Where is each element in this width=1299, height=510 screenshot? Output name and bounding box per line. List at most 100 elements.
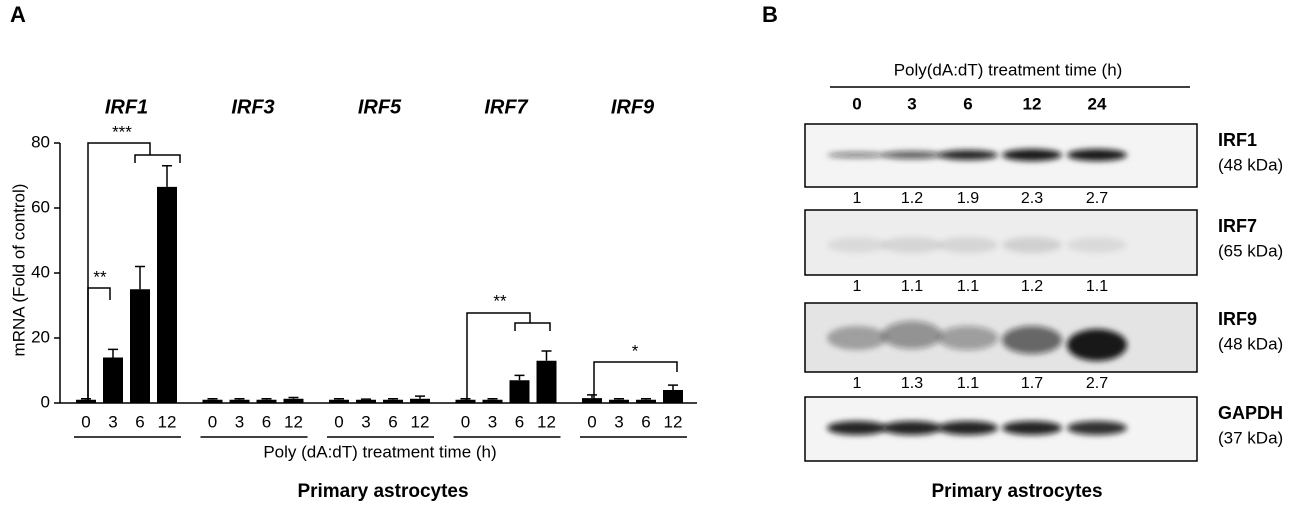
x-tick-label: 6 <box>388 412 397 431</box>
error-bar <box>361 398 371 400</box>
blot-band <box>1002 149 1062 161</box>
x-tick-label: 12 <box>158 412 177 431</box>
error-bar <box>207 398 218 400</box>
x-tick-label: 12 <box>537 412 556 431</box>
lane-label: 12 <box>1023 94 1042 113</box>
blot-band <box>1067 421 1127 435</box>
y-tick-label: 60 <box>31 197 50 216</box>
bar <box>636 399 656 403</box>
bar <box>229 399 250 403</box>
x-tick-label: 3 <box>108 412 117 431</box>
blot-band <box>938 326 998 350</box>
blot-band <box>1067 329 1127 361</box>
quantification: 2.3 <box>1021 190 1043 207</box>
quantification: 2.7 <box>1086 375 1108 392</box>
error-bar <box>108 348 118 358</box>
protein-name: GAPDH <box>1218 403 1283 423</box>
bar <box>482 399 503 403</box>
blot-band <box>827 152 887 158</box>
protein-size: (37 kDa) <box>1218 428 1283 447</box>
bar <box>536 360 557 403</box>
y-axis-label: mRNA (Fold of control) <box>9 184 28 357</box>
error-bar <box>234 398 245 400</box>
x-tick-label: 0 <box>334 412 343 431</box>
bar <box>663 390 683 403</box>
significance-label: *** <box>112 122 132 141</box>
blot-band <box>827 421 887 435</box>
error-bar <box>514 374 525 381</box>
quantification: 1.1 <box>901 278 923 295</box>
protein-size: (48 kDa) <box>1218 334 1283 353</box>
lane-label: 6 <box>963 94 972 113</box>
bar <box>157 186 177 403</box>
blot-band <box>1002 326 1062 354</box>
x-tick-label: 3 <box>235 412 244 431</box>
x-tick-label: 3 <box>361 412 370 431</box>
quantification: 1.7 <box>1021 375 1043 392</box>
x-tick-label: 6 <box>641 412 650 431</box>
x-tick-label: 0 <box>81 412 90 431</box>
y-tick-label: 80 <box>31 132 50 151</box>
error-bar <box>668 384 678 390</box>
x-tick-label: 3 <box>488 412 497 431</box>
quantification: 1.1 <box>1086 278 1108 295</box>
blot-band <box>1067 149 1127 161</box>
panel-label: A <box>10 2 26 27</box>
error-bar <box>614 398 624 400</box>
error-bar <box>487 398 498 400</box>
quantification: 1.3 <box>901 375 923 392</box>
blot-frame <box>804 123 1198 188</box>
x-tick-label: 6 <box>135 412 144 431</box>
significance-label: * <box>632 341 639 360</box>
quantification: 1.2 <box>1021 278 1043 295</box>
quantification: 1.2 <box>901 190 923 207</box>
error-bar <box>334 398 344 400</box>
blot-band <box>882 237 942 253</box>
error-bar <box>388 398 398 400</box>
blot-band <box>1067 237 1127 253</box>
bar <box>130 289 150 403</box>
protein-name: IRF1 <box>1218 130 1257 150</box>
blot-band <box>827 237 887 253</box>
blot-band <box>938 237 998 253</box>
x-tick-label: 0 <box>208 412 217 431</box>
group-label: IRF9 <box>611 96 655 118</box>
error-bar <box>162 165 172 187</box>
blot-band <box>882 321 942 349</box>
footer: Primary astrocytes <box>931 481 1102 502</box>
blot-frame <box>804 209 1198 276</box>
lane-label: 0 <box>852 94 861 113</box>
error-bar <box>261 398 272 400</box>
bar <box>76 399 96 403</box>
y-tick-label: 0 <box>41 392 50 411</box>
lane-label: 24 <box>1088 94 1107 113</box>
significance-label: ** <box>93 267 107 286</box>
blot-band <box>938 150 998 160</box>
x-tick-label: 12 <box>284 412 303 431</box>
bar <box>202 399 223 403</box>
y-tick-label: 20 <box>31 327 50 346</box>
significance-bracket <box>87 287 111 400</box>
blot-band <box>827 326 887 350</box>
footer: Primary astrocytes <box>297 481 468 502</box>
quantification: 1.9 <box>957 190 979 207</box>
significance-bracket <box>87 142 181 400</box>
x-tick-label: 3 <box>614 412 623 431</box>
protein-name: IRF9 <box>1218 309 1257 329</box>
x-axis-label: Poly (dA:dT) treatment time (h) <box>263 442 496 461</box>
error-bar <box>641 398 651 400</box>
blot-frame <box>804 396 1198 462</box>
x-tick-label: 6 <box>515 412 524 431</box>
blot-frame <box>804 302 1198 373</box>
x-tick-label: 12 <box>411 412 430 431</box>
quantification: 1 <box>853 190 862 207</box>
protein-name: IRF7 <box>1218 216 1257 236</box>
quantification: 1.1 <box>957 375 979 392</box>
x-tick-label: 12 <box>664 412 683 431</box>
error-bar <box>288 396 299 399</box>
significance-label: ** <box>493 291 507 310</box>
error-bar <box>460 398 471 400</box>
bar <box>329 399 349 403</box>
blot-band <box>938 421 998 435</box>
